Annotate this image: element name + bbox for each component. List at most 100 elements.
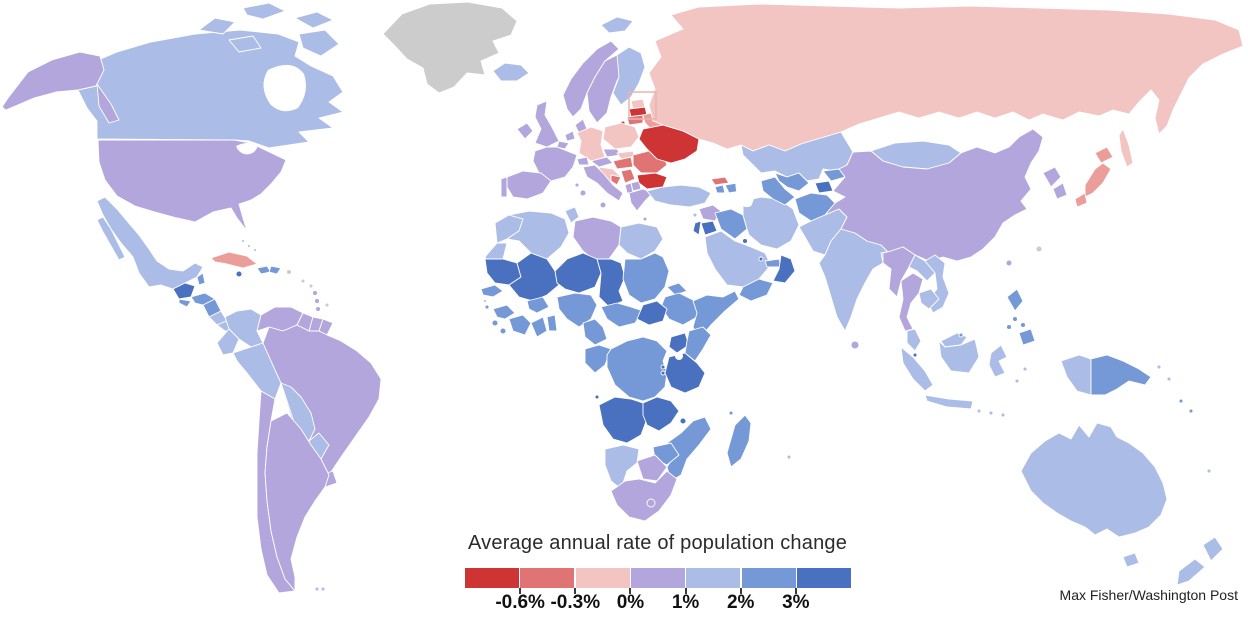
country-germany — [576, 126, 606, 162]
country-puerto-rico — [286, 269, 292, 275]
legend-tick-label: 2% — [726, 592, 755, 613]
country-mauritius — [786, 454, 792, 460]
attribution: Max Fisher/Washington Post — [1059, 587, 1238, 603]
country-greenland — [382, 1, 518, 94]
country-cyprus — [692, 212, 698, 218]
country-antilles-5 — [315, 306, 321, 312]
country-tasmania — [1122, 552, 1140, 568]
country-portugal — [500, 176, 508, 198]
legend: Average annual rate of population change… — [465, 532, 865, 613]
legend-labels: -0.6% -0.3% 0% 1% 2% 3% — [465, 592, 851, 617]
country-sierra-leone — [491, 319, 499, 327]
country-zambia — [642, 396, 680, 432]
country-argentina — [264, 412, 330, 592]
country-sardinia — [579, 189, 587, 197]
country-sri-lanka — [850, 340, 860, 350]
legend-band-4 — [631, 568, 685, 588]
country-baffin-island — [298, 29, 340, 57]
country-philippines-mindanao — [1018, 328, 1036, 346]
country-saudi-arabia — [704, 230, 772, 288]
country-north-korea — [1042, 166, 1062, 188]
legend-tick-label: 1% — [671, 592, 700, 613]
country-antilles-2 — [308, 283, 314, 289]
country-belize — [196, 272, 206, 286]
country-sicily — [599, 201, 607, 209]
country-thailand — [898, 272, 924, 332]
country-usa — [97, 139, 287, 232]
country-papua-new-guinea — [1090, 354, 1152, 396]
lake-great-lakes — [236, 143, 258, 155]
country-jordan — [700, 220, 718, 236]
country-greece — [628, 188, 654, 212]
country-taiwan — [1035, 245, 1043, 253]
legend-tick-label: -0.3% — [550, 592, 601, 613]
legend-tick-4 — [684, 588, 687, 594]
country-haiti — [256, 265, 272, 275]
country-bahamas-3 — [253, 248, 257, 252]
country-guinea-bissau — [484, 304, 490, 310]
country-botswana — [636, 454, 668, 482]
country-crete — [642, 216, 648, 222]
country-rwanda — [660, 364, 666, 370]
country-south-africa — [610, 470, 678, 522]
country-central-african-republic — [600, 302, 644, 328]
country-norway — [562, 40, 620, 118]
country-spain — [506, 170, 552, 200]
legend-tick-1 — [519, 588, 522, 594]
country-poland — [602, 122, 640, 150]
country-japan-kyushu — [1074, 192, 1088, 208]
country-bahamas-2 — [247, 244, 251, 248]
country-kuwait — [742, 238, 748, 244]
country-armenia — [714, 184, 726, 194]
country-malaysia — [906, 328, 922, 352]
legend-band-1 — [465, 568, 519, 588]
country-victoria-island — [228, 35, 262, 53]
country-uzbekistan — [774, 172, 810, 192]
country-israel — [692, 220, 702, 236]
country-gambia — [483, 299, 487, 303]
legend-tick-6 — [794, 588, 797, 594]
country-lesser-sunda-1 — [976, 408, 982, 414]
country-macedonia — [630, 180, 642, 192]
country-gabon-congo — [584, 344, 612, 374]
country-kenya — [684, 326, 712, 362]
country-drc — [606, 336, 668, 402]
country-alaska-panhandle — [96, 83, 120, 124]
country-australia — [1020, 422, 1168, 538]
country-falkland-1 — [314, 586, 320, 592]
country-hainan — [1005, 259, 1013, 267]
legend-tick-3 — [629, 588, 632, 594]
country-cabinda — [594, 394, 600, 400]
country-el-salvador — [178, 298, 192, 308]
country-philippines-visayas-2 — [1020, 322, 1026, 328]
country-sweden — [586, 54, 626, 124]
country-mozambique — [666, 416, 712, 482]
country-egypt — [618, 222, 664, 260]
country-georgia — [710, 176, 730, 186]
legend-title: Average annual rate of population change — [468, 532, 848, 554]
country-senegal — [480, 284, 504, 298]
country-png-island-2 — [1166, 376, 1172, 382]
country-new-caledonia — [1206, 468, 1212, 474]
country-burkina-faso — [526, 296, 550, 314]
country-somalia — [692, 290, 740, 340]
country-turkey — [646, 184, 712, 208]
country-serbia — [620, 168, 636, 184]
lake-caspian-sea — [735, 171, 755, 208]
legend-band-6 — [741, 568, 796, 588]
country-singapore — [912, 352, 918, 358]
country-tajikistan — [814, 180, 834, 194]
country-italy — [582, 164, 624, 202]
country-austria — [590, 156, 614, 168]
country-madagascar — [726, 414, 752, 468]
country-new-zealand-north — [1202, 536, 1224, 562]
country-qatar — [758, 256, 764, 262]
legend-ticks — [465, 588, 851, 596]
country-guinea — [492, 304, 516, 320]
country-svalbard — [600, 16, 634, 34]
legend-tick-label: -0.6% — [495, 592, 545, 613]
country-switzerland — [576, 156, 590, 166]
country-chad — [596, 258, 626, 308]
country-uk — [534, 100, 560, 148]
